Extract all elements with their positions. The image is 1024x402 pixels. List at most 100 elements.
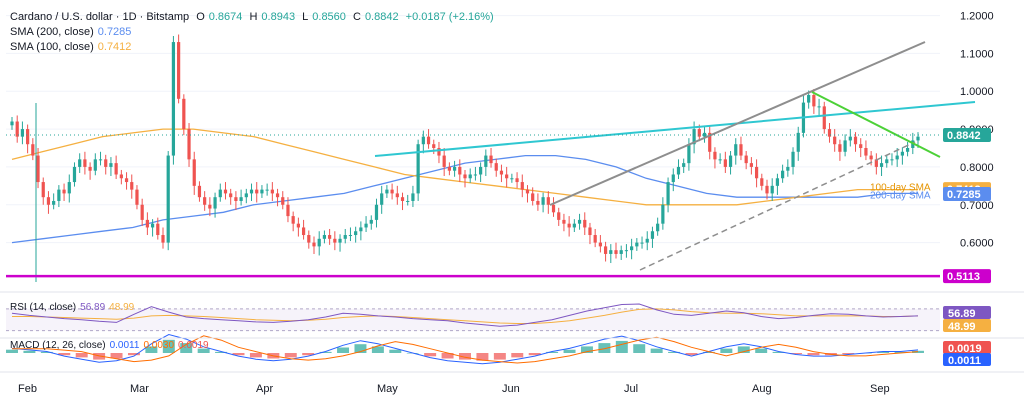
macd-histogram-bar <box>842 353 855 355</box>
candle-body <box>765 185 769 194</box>
candle-body <box>484 155 488 167</box>
price-axis-tick: 1.2000 <box>960 11 994 23</box>
candle-body <box>328 235 332 239</box>
candle-body <box>473 174 478 176</box>
macd-histogram-bar <box>58 353 71 356</box>
candle-body <box>432 144 436 148</box>
candle-body <box>301 227 306 236</box>
candle-body <box>67 182 71 194</box>
price-label-box <box>943 269 991 284</box>
rsi-value-text: 48.99 <box>948 321 976 333</box>
candle-body <box>275 193 280 198</box>
candle-body <box>286 204 290 217</box>
candle-body <box>541 197 545 205</box>
candle-body <box>874 159 878 167</box>
macd-histogram-bar <box>615 340 628 353</box>
candle-body <box>374 204 379 220</box>
candle-body <box>494 163 498 171</box>
candle-body <box>281 197 285 205</box>
candle-body <box>723 159 727 167</box>
candle-body <box>603 246 608 254</box>
rsi-ma-line <box>12 308 919 324</box>
price-axis-tick: 1.1000 <box>960 48 994 60</box>
candle-body <box>20 129 25 137</box>
time-axis-label: Apr <box>256 383 273 395</box>
rsi-band <box>6 308 940 331</box>
candle-body <box>135 189 139 205</box>
candle-body <box>244 193 248 198</box>
price-axis-tick: 0.7000 <box>960 200 994 212</box>
candle-body <box>270 189 274 194</box>
candle-body <box>442 155 446 167</box>
candle-body <box>859 144 863 148</box>
macd-value-text: 0.0019 <box>948 343 982 355</box>
macd-histogram-bar <box>580 346 593 353</box>
candle-body <box>510 178 514 180</box>
candle-body <box>775 178 780 186</box>
candle-body <box>364 223 368 228</box>
high-value: 0.8943 <box>261 11 296 23</box>
candle-body <box>93 159 97 171</box>
macd-legend-value: 0.0011 <box>109 340 140 351</box>
candle-body <box>119 174 123 179</box>
candle-body <box>369 219 373 224</box>
candle-body <box>489 155 493 164</box>
candle-body <box>57 189 61 201</box>
candle-body <box>827 129 832 137</box>
candle-body <box>145 219 149 228</box>
candle-body <box>83 159 87 167</box>
candle-body <box>864 148 868 156</box>
candle-body <box>682 163 686 167</box>
candle-body <box>614 250 618 254</box>
symbol-title: Cardano / U.S. dollar · 1D · Bitstamp <box>10 11 190 23</box>
macd-histogram-bar <box>424 353 437 357</box>
macd-histogram-bar <box>894 351 907 353</box>
candle-body <box>833 136 837 145</box>
candle-body <box>338 238 342 243</box>
macd-histogram-bar <box>354 344 367 353</box>
candle-body <box>343 235 347 239</box>
rsi-legend: RSI (14, close) 56.89 48.99 <box>10 302 135 313</box>
macd-histogram-bar <box>877 351 890 353</box>
candle-body <box>15 121 19 137</box>
time-axis-label: May <box>377 383 398 395</box>
candle-body <box>359 227 363 232</box>
price-axis-tick: 0.6000 <box>960 238 994 250</box>
candle-body <box>656 223 660 232</box>
candle-body <box>702 132 707 137</box>
candle-body <box>130 182 134 190</box>
candle-body <box>598 242 602 247</box>
candle-body <box>62 189 66 194</box>
candle-body <box>400 197 405 201</box>
macd-histogram-bar <box>598 343 611 353</box>
candle-body <box>322 235 327 239</box>
candle-body <box>588 227 592 236</box>
candle-body <box>312 242 316 247</box>
candle-body <box>619 250 623 254</box>
candle-body <box>760 178 764 186</box>
candle-body <box>890 159 894 161</box>
resistance-trendline-cyan <box>374 101 976 157</box>
candle-body <box>770 185 774 194</box>
candle-body <box>895 155 899 160</box>
rsi-value-text: 56.89 <box>948 308 976 320</box>
candle-body <box>463 174 467 179</box>
price-label-box <box>943 186 991 201</box>
candle-body <box>650 231 655 239</box>
price-label-text: 0.7285 <box>947 189 981 201</box>
candle-body <box>452 166 457 171</box>
candle-body <box>291 216 295 224</box>
candle-body <box>697 129 701 137</box>
candle-body <box>213 197 217 209</box>
candle-body <box>380 193 384 205</box>
time-axis-label: Jun <box>502 383 520 395</box>
candle-body <box>52 200 56 205</box>
macd-histogram-bar <box>110 353 123 359</box>
candle-body <box>728 155 733 167</box>
candle-body <box>708 132 712 152</box>
candle-body <box>437 148 441 156</box>
candle-body <box>640 242 644 244</box>
macd-histogram-bar <box>528 353 541 356</box>
